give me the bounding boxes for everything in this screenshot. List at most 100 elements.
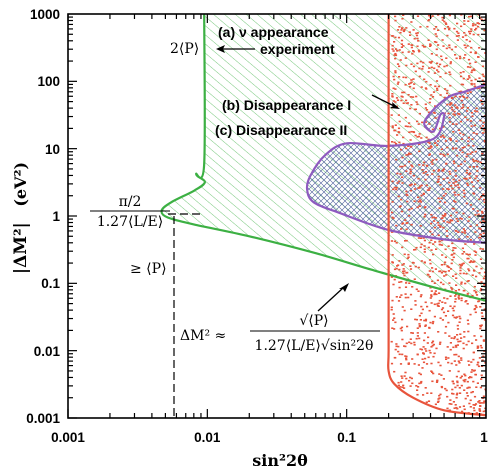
scatter-dot (483, 400, 486, 403)
scatter-dot (419, 382, 423, 384)
scatter-dot (442, 311, 446, 314)
scatter-dot (395, 224, 398, 227)
scatter-dot (427, 111, 431, 114)
scatter-dot (409, 170, 412, 173)
scatter-dot (446, 221, 449, 223)
scatter-dot (425, 80, 428, 83)
scatter-dot (406, 325, 409, 328)
scatter-dot (455, 35, 458, 37)
scatter-dot (420, 380, 423, 383)
scatter-dot (451, 108, 454, 111)
scatter-dot (434, 290, 437, 292)
scatter-dot (403, 309, 406, 312)
scatter-dot (437, 29, 440, 31)
y-tick-label: 100 (37, 74, 60, 89)
scatter-dot (419, 201, 422, 203)
scatter-dot (430, 239, 433, 241)
scatter-dot (483, 128, 486, 131)
scatter-dot (424, 46, 427, 48)
scatter-dot (393, 356, 396, 359)
scatter-dot (405, 190, 408, 193)
scatter-dot (443, 20, 446, 23)
scatter-dot (476, 210, 479, 212)
annotation-pi-over-2: π/2 1.27⟨L/E⟩ ≥ ⟨P⟩ (90, 194, 200, 418)
scatter-dot (428, 187, 431, 189)
scatter-dot (423, 245, 426, 247)
scatter-dot (452, 178, 455, 181)
scatter-dot (460, 297, 463, 299)
scatter-dot (421, 68, 424, 70)
scatter-dot (399, 386, 402, 388)
scatter-dot (419, 348, 422, 350)
scatter-dot (420, 294, 423, 296)
scatter-dot (433, 220, 436, 222)
scatter-dot (473, 270, 476, 272)
scatter-dot (479, 161, 482, 164)
x-axis-title: sin²2θ (252, 451, 308, 470)
scatter-dot (391, 261, 394, 264)
scatter-dot (400, 39, 404, 42)
scatter-dot (419, 199, 422, 201)
scatter-dot (444, 248, 447, 251)
scatter-dot (411, 332, 414, 334)
scatter-dot (445, 23, 448, 25)
scatter-dot (404, 116, 407, 119)
scatter-dot (467, 360, 470, 362)
scatter-dot (457, 355, 460, 358)
scatter-dot (403, 270, 406, 272)
scatter-dot (448, 335, 451, 337)
scatter-dot (478, 198, 481, 201)
scatter-dot (431, 267, 434, 269)
scatter-dot (465, 202, 468, 205)
scatter-dot (423, 339, 426, 342)
scatter-dot (474, 214, 477, 216)
scatter-dot (431, 173, 434, 175)
scatter-dot (473, 110, 477, 112)
scatter-dot (438, 207, 441, 209)
scatter-dot (396, 63, 400, 65)
scatter-dot (457, 231, 460, 233)
scatter-dot (450, 48, 454, 51)
scatter-dot (422, 172, 425, 174)
scatter-dot (401, 17, 404, 20)
scatter-dot (405, 357, 408, 360)
scatter-dot (474, 52, 477, 55)
scatter-dot (402, 268, 405, 270)
scatter-dot (476, 382, 479, 384)
scatter-dot (449, 62, 452, 65)
scatter-dot (466, 118, 469, 121)
scatter-dot (454, 201, 457, 203)
scatter-dot (432, 169, 435, 172)
scatter-dot (430, 146, 433, 148)
scatter-dot (461, 231, 464, 233)
scatter-dot (449, 61, 452, 63)
scatter-dot (429, 286, 432, 289)
scatter-dot (473, 369, 476, 372)
scatter-dot (411, 261, 414, 264)
scatter-dot (436, 181, 439, 183)
scatter-dot (413, 200, 416, 202)
scatter-dot (453, 353, 456, 356)
scatter-dot (455, 147, 458, 150)
scatter-dot (419, 295, 422, 298)
scatter-dot (463, 195, 466, 198)
scatter-dot (441, 39, 444, 41)
scatter-dot (418, 372, 421, 375)
scatter-dot (438, 343, 442, 345)
scatter-dot (457, 296, 460, 299)
scatter-dot (470, 83, 473, 86)
scatter-dot (417, 200, 420, 203)
scatter-dot (457, 298, 461, 300)
scatter-dot (434, 142, 437, 144)
scatter-dot (476, 347, 479, 349)
scatter-dot (475, 133, 478, 135)
scatter-dot (440, 374, 443, 376)
scatter-dot (401, 246, 404, 249)
scatter-dot (481, 65, 485, 68)
scatter-dot (459, 377, 462, 379)
scatter-dot (467, 136, 470, 139)
scatter-dot (468, 75, 471, 77)
scatter-dot (391, 141, 394, 143)
scatter-dot (463, 192, 466, 195)
scatter-dot (461, 263, 464, 265)
